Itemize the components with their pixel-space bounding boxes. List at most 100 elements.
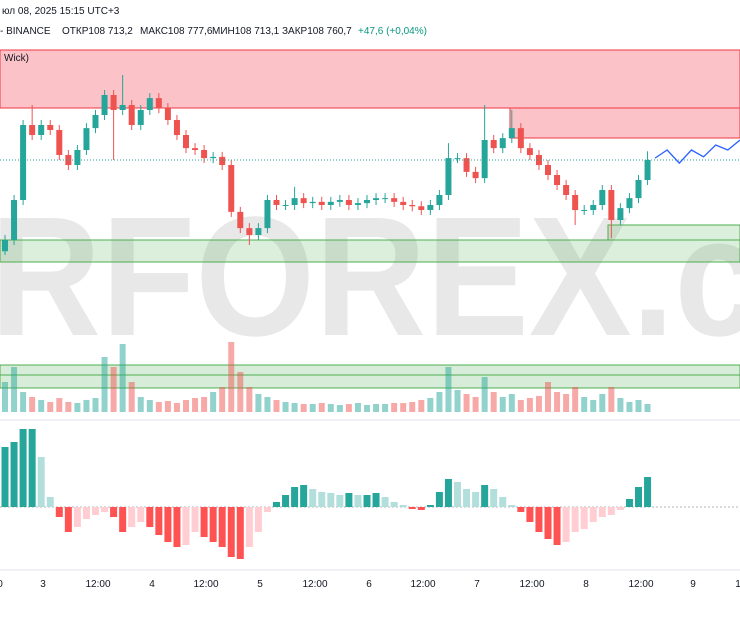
volume-bar [137, 397, 144, 412]
candle-body [345, 200, 352, 205]
x-tick-label: 0 [0, 579, 3, 590]
candle-body [255, 228, 262, 235]
oscillator-bar [598, 507, 606, 517]
candle-body [74, 150, 81, 165]
oscillator-bar [128, 507, 136, 527]
volume-bar [364, 405, 370, 412]
candle-body [418, 206, 425, 210]
volume-bar [354, 403, 361, 412]
oscillator-bar [173, 507, 181, 547]
volume-bar [545, 382, 551, 412]
oscillator-bar [182, 507, 190, 545]
volume-bar [409, 402, 416, 412]
candle-body [336, 200, 343, 202]
candle-body [373, 198, 380, 200]
oscillator-bar [37, 457, 45, 507]
oscillator-bar [245, 507, 253, 547]
candle-body [273, 200, 280, 205]
volume-bar [572, 387, 579, 412]
oscillator-bar [300, 485, 308, 507]
volume-bar [472, 397, 479, 412]
oscillator-bar [92, 507, 99, 515]
volume-bar [291, 403, 298, 412]
oscillator-bar [535, 507, 543, 532]
oscillator-bar [101, 507, 109, 512]
x-tick-label: 1 [735, 579, 740, 590]
oscillator-bar [46, 497, 54, 507]
volume-bar [228, 342, 235, 412]
candle-body [291, 198, 298, 205]
volume-bar [237, 372, 244, 412]
oscillator-bar [517, 507, 525, 512]
candle-body [146, 98, 153, 110]
oscillator-bar [1, 447, 9, 507]
candle-body [38, 125, 45, 135]
oscillator-bar [390, 502, 398, 507]
volume-bar [373, 404, 380, 412]
oscillator-bar [200, 507, 208, 537]
oscillator-bar [55, 507, 63, 517]
candle-body [590, 205, 597, 210]
candle-body [128, 105, 135, 125]
x-tick-label: 9 [690, 579, 696, 590]
candle-body [463, 158, 470, 172]
candle-body [354, 203, 361, 205]
oscillator-bar [444, 479, 452, 507]
candle-body [201, 150, 208, 159]
candle-body [192, 148, 199, 150]
x-tick-label: 8 [583, 579, 589, 590]
oscillator-bar [435, 492, 443, 507]
candle-body [56, 130, 63, 155]
candle-body [210, 156, 217, 159]
candle-body [481, 140, 488, 179]
zone [607, 224, 740, 241]
oscillator-bar [291, 487, 299, 507]
candle-body [382, 198, 389, 200]
volume-bar [599, 394, 606, 412]
oscillator-bar [345, 493, 353, 507]
volume-bar [47, 402, 54, 412]
oscillator-bar [616, 507, 624, 510]
oscillator-bar [146, 507, 154, 527]
volume-bar [526, 398, 533, 412]
candle-body [110, 95, 117, 110]
oscillator-bar [119, 507, 127, 532]
volume-bar [490, 392, 497, 412]
oscillator-bar [73, 507, 81, 527]
volume-bar [65, 402, 72, 412]
volume-bar [110, 367, 117, 412]
candle-body [364, 200, 370, 204]
candle-body [409, 205, 416, 207]
oscillator-bar [607, 507, 615, 515]
volume-bar [128, 382, 135, 412]
volume-bar [173, 403, 180, 412]
oscillator-bar [218, 507, 226, 547]
volume-bar [2, 382, 8, 412]
x-tick-label: 6 [366, 579, 372, 590]
plot [0, 75, 740, 559]
oscillator-bar [254, 507, 262, 532]
x-tick-label: 3 [40, 579, 46, 590]
candle-body [155, 98, 162, 109]
oscillator-bar [635, 487, 642, 507]
oscillator-bar [82, 507, 90, 519]
candle-body [2, 240, 8, 252]
oscillator-bar [372, 493, 380, 507]
oscillator-bar [227, 507, 235, 557]
oscillator-bar [417, 507, 425, 510]
projection-line [654, 139, 740, 165]
oscillator-bar [426, 505, 434, 507]
oscillator-bar [137, 507, 145, 522]
x-tick-label: 12:00 [628, 579, 653, 590]
candle-body [318, 201, 325, 205]
x-tick-label: 12:00 [302, 579, 327, 590]
oscillator-bar [454, 482, 461, 507]
header-high: МАКС108 777,6 [140, 26, 213, 37]
volume-bar [282, 402, 289, 412]
volume-bar [608, 387, 615, 412]
volume-bar [345, 404, 352, 412]
candle-body [11, 200, 18, 240]
volume-bar [436, 392, 443, 412]
candle-body [635, 180, 642, 199]
